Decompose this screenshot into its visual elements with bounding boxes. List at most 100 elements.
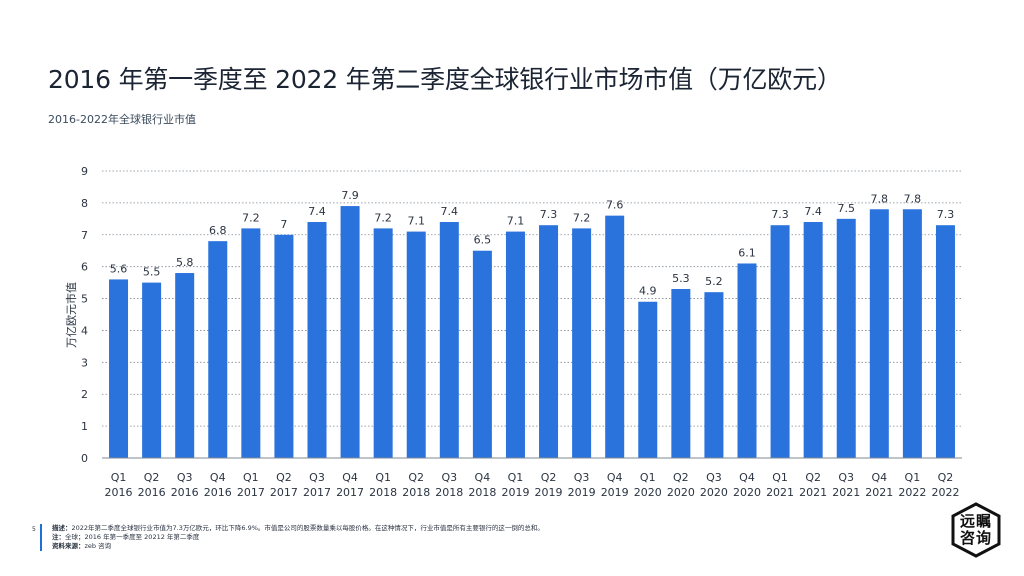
x-tick-label-quarter: Q3 (706, 471, 722, 484)
x-tick-label-quarter: Q4 (607, 471, 623, 484)
x-tick-label-quarter: Q1 (243, 471, 259, 484)
bar (373, 228, 393, 458)
x-tick-label-quarter: Q2 (144, 471, 160, 484)
x-tick-label-year: 2017 (270, 486, 298, 499)
bar (704, 292, 724, 458)
bar (505, 231, 525, 458)
x-tick-label-year: 2021 (766, 486, 794, 499)
y-tick-label: 8 (81, 197, 88, 210)
data-label: 7.4 (308, 205, 326, 218)
x-tick-label-quarter: Q4 (871, 471, 887, 484)
x-tick-label-year: 2021 (799, 486, 827, 499)
x-tick-label-quarter: Q3 (838, 471, 854, 484)
data-label: 6.8 (209, 224, 227, 237)
y-tick-label: 4 (81, 324, 88, 337)
y-tick-label: 1 (81, 420, 88, 433)
page-number: 5 (32, 526, 36, 533)
data-label: 7 (280, 218, 287, 231)
x-tick-label-quarter: Q3 (309, 471, 325, 484)
bar (340, 206, 360, 458)
x-tick-label-quarter: Q1 (375, 471, 391, 484)
x-tick-label-year: 2016 (204, 486, 232, 499)
data-label: 6.1 (738, 246, 756, 259)
x-tick-label-year: 2019 (501, 486, 529, 499)
bar (472, 250, 492, 458)
bar (307, 222, 327, 458)
x-tick-label-year: 2016 (138, 486, 166, 499)
x-tick-label-year: 2021 (865, 486, 893, 499)
x-tick-label-year: 2018 (369, 486, 397, 499)
x-tick-label-quarter: Q2 (276, 471, 292, 484)
x-tick-label-year: 2017 (336, 486, 364, 499)
bar (935, 225, 955, 458)
x-tick-label-year: 2017 (237, 486, 265, 499)
x-tick-label-quarter: Q3 (177, 471, 193, 484)
x-tick-label-quarter: Q1 (640, 471, 656, 484)
x-tick-label-year: 2020 (667, 486, 695, 499)
x-tick-label-year: 2016 (105, 486, 133, 499)
data-label: 6.5 (474, 234, 492, 247)
footnote-source: 资料来源：zeb 咨询 (52, 542, 112, 550)
data-label: 7.3 (937, 208, 955, 221)
data-labels: 5.6 5.5 5.8 6.8 7.2 7 7.4 7.9 7.2 7.1 7.4 6.5 7.1 7.3… (110, 189, 954, 298)
data-label: 5.8 (176, 256, 194, 269)
data-label: 7.4 (441, 205, 459, 218)
bar (671, 288, 691, 458)
x-tick-label-year: 2016 (171, 486, 199, 499)
x-tick-label-quarter: Q2 (805, 471, 821, 484)
y-tick-label: 2 (81, 388, 88, 401)
footnote-description: 描述：2022年第二季度全球银行业市值为7.3万亿欧元，环比下降6.9%。市值是… (52, 524, 544, 532)
bar (803, 222, 823, 458)
footnotes: 描述：2022年第二季度全球银行业市值为7.3万亿欧元，环比下降6.9%。市值是… (40, 524, 544, 551)
bar (737, 263, 757, 458)
bar (869, 209, 889, 458)
x-tick-label-quarter: Q4 (475, 471, 491, 484)
bar (439, 222, 459, 458)
x-tick-label-year: 2017 (303, 486, 331, 499)
x-tick-label-quarter: Q2 (541, 471, 557, 484)
x-tick-label-quarter: Q1 (111, 471, 127, 484)
data-label: 7.6 (606, 199, 624, 212)
x-tick-label-year: 2018 (468, 486, 496, 499)
data-label: 5.3 (672, 272, 690, 285)
company-logo-badge (951, 502, 1001, 558)
bar (605, 215, 625, 458)
bar (572, 228, 592, 458)
x-tick-label-year: 2020 (700, 486, 728, 499)
y-axis-label: 万亿欧元市值 (64, 282, 78, 348)
x-tick-label-quarter: Q1 (905, 471, 921, 484)
data-label: 7.2 (374, 211, 392, 224)
data-label: 7.2 (242, 211, 260, 224)
data-label: 7.9 (341, 189, 359, 202)
data-label: 7.4 (804, 205, 822, 218)
x-tick-label-quarter: Q4 (739, 471, 755, 484)
x-tick-label-quarter: Q3 (574, 471, 590, 484)
x-tick-label-quarter: Q2 (408, 471, 424, 484)
bar (406, 231, 426, 458)
bar (836, 218, 856, 458)
bar (109, 279, 129, 458)
x-tick-label-year: 2021 (832, 486, 860, 499)
x-tick-label-year: 2022 (898, 486, 926, 499)
x-tick-label-quarter: Q4 (342, 471, 358, 484)
bar (539, 225, 559, 458)
x-tick-label-quarter: Q1 (508, 471, 524, 484)
data-label: 7.3 (771, 208, 789, 221)
x-tick-label-year: 2019 (568, 486, 596, 499)
y-tick-label: 5 (81, 293, 88, 306)
bar (274, 234, 294, 458)
company-logo-text: 远瞩 咨询 (959, 512, 992, 547)
x-tick-label-quarter: Q2 (673, 471, 689, 484)
data-label: 7.3 (540, 208, 558, 221)
data-label: 7.2 (573, 211, 591, 224)
bar (770, 225, 790, 458)
x-axis-ticks: Q1 2016 Q2 2016 Q3 2016 Q4 2016 Q1 2017 Q2 2017 Q3 20… (105, 471, 960, 499)
page-subtitle: 2016-2022年全球银行业市值 (48, 113, 196, 126)
x-tick-label-year: 2022 (931, 486, 959, 499)
data-label: 7.1 (507, 215, 525, 228)
x-tick-label-year: 2019 (535, 486, 563, 499)
y-tick-label: 9 (81, 165, 88, 178)
footnote-note: 注：全球；2016 年第一季度至 20212 年第二季度 (52, 533, 200, 541)
bars (109, 206, 955, 458)
